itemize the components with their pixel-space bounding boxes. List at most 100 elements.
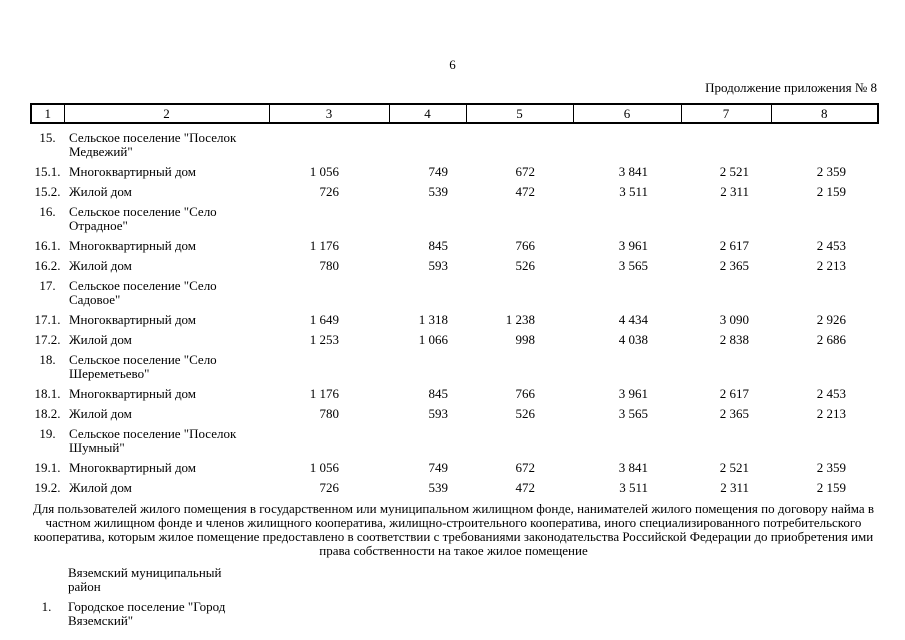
row-value-cell	[269, 276, 389, 310]
row-value-cell: 2 453	[816, 238, 846, 253]
row-value-cell: 749	[428, 164, 449, 179]
row-value-cell	[466, 350, 573, 384]
row-value-cell: 3 511	[619, 480, 648, 495]
row-name-cell: Многоквартирный дом	[69, 460, 197, 475]
row-value-cell	[681, 350, 771, 384]
row-value-cell: 2 159	[816, 184, 846, 199]
row-value-cell	[573, 424, 681, 458]
row-value-cell: 3 511	[619, 184, 648, 199]
row-value-cell	[771, 123, 878, 162]
row-number-cell: 16.2.	[34, 258, 61, 273]
row-value-cell	[771, 276, 878, 310]
row-number-cell: 18.1.	[34, 386, 61, 401]
row-value-cell	[269, 424, 389, 458]
table-row: 18. Сельское поселение "Село Шереметьево"	[31, 350, 878, 384]
row-value-cell: 780	[319, 406, 340, 421]
row-value-cell	[771, 350, 878, 384]
row-value-cell: 780	[319, 258, 340, 273]
table-row: 15.2. Жилой дом 726 539 472 3 511 2 311 2 159	[31, 182, 878, 202]
row-value-cell: 2 359	[816, 164, 846, 179]
district-name: Вяземский муниципальный район	[68, 565, 222, 594]
page-number: 6	[449, 57, 456, 72]
row-value-cell: 845	[428, 386, 449, 401]
row-value-cell	[389, 276, 466, 310]
row-value-cell: 2 617	[719, 386, 749, 401]
row-value-cell: 539	[428, 184, 449, 199]
row-value-cell: 2 159	[816, 480, 846, 495]
row-value-cell: 845	[428, 238, 449, 253]
table-row: 18.2. Жилой дом 780 593 526 3 565 2 365 2 213	[31, 404, 878, 424]
column-header-3: 3	[268, 103, 390, 124]
row-value-cell	[681, 202, 771, 236]
row-value-cell: 2 213	[816, 406, 846, 421]
row-value-cell: 3 090	[719, 312, 749, 327]
row-value-cell: 2 686	[816, 332, 846, 347]
row-value-cell: 2 838	[719, 332, 749, 347]
row-value-cell: 1 649	[309, 312, 339, 327]
row-value-cell	[389, 350, 466, 384]
table-row: 19. Сельское поселение "Поселок Шумный"	[31, 424, 878, 458]
row-value-cell	[573, 350, 681, 384]
column-header-7: 7	[680, 103, 772, 124]
row-number-cell: 16.	[39, 204, 56, 219]
tariff-table: 1 2 3 4 5 6 7 8 15. Сельское поселение "П…	[30, 103, 879, 498]
row-value-cell	[573, 202, 681, 236]
row-value-cell: 3 565	[618, 406, 648, 421]
row-value-cell: 2 365	[719, 258, 749, 273]
row-number-cell: 15.	[39, 130, 56, 145]
table-row: 16. Сельское поселение "Село Отрадное"	[31, 202, 878, 236]
row-name-cell: Жилой дом	[69, 332, 132, 347]
row-value-cell: 593	[428, 258, 449, 273]
row-value-cell	[466, 424, 573, 458]
row-value-cell: 3 841	[618, 460, 648, 475]
table-header-row: 1 2 3 4 5 6 7 8	[30, 103, 879, 124]
row-value-cell: 2 617	[719, 238, 749, 253]
table-row: 17.1. Многоквартирный дом 1 649 1 318 1 238 4…	[31, 310, 878, 330]
row-value-cell: 2 521	[719, 460, 749, 475]
row-value-cell	[681, 424, 771, 458]
row-value-cell: 1 056	[309, 164, 339, 179]
row-name-cell: Жилой дом	[69, 480, 132, 495]
note-paragraph: Для пользователей жилого помещения в гос…	[32, 501, 875, 558]
row-name-cell: Многоквартирный дом	[69, 238, 197, 253]
row-value-cell: 3 961	[618, 386, 648, 401]
row-value-cell	[389, 202, 466, 236]
column-header-4: 4	[388, 103, 467, 124]
row-name-cell: Жилой дом	[69, 184, 132, 199]
row-name-cell: Жилой дом	[69, 406, 132, 421]
row-value-cell: 1 176	[309, 386, 339, 401]
table-row: 17.2. Жилой дом 1 253 1 066 998 4 038 2 838 2 6…	[31, 330, 878, 350]
column-header-6: 6	[572, 103, 682, 124]
row-value-cell	[466, 276, 573, 310]
row-value-cell: 766	[515, 386, 536, 401]
row-value-cell: 3 565	[618, 258, 648, 273]
list-item: Вяземский муниципальный район	[30, 566, 877, 594]
column-header-8: 8	[770, 103, 879, 124]
row-value-cell: 2 213	[816, 258, 846, 273]
row-number-cell: 18.2.	[34, 406, 61, 421]
table-row: 15.1. Многоквартирный дом 1 056 749 672 3 841…	[31, 162, 878, 182]
row-name-cell: Сельское поселение "Поселок Шумный"	[69, 426, 237, 455]
column-header-2: 2	[63, 103, 270, 124]
row-value-cell: 672	[515, 460, 536, 475]
row-name-cell: Сельское поселение "Село Отрадное"	[69, 204, 217, 233]
table-row: 16.1. Многоквартирный дом 1 176 845 766 3 961…	[31, 236, 878, 256]
row-value-cell: 749	[428, 460, 449, 475]
row-number-cell: 17.1.	[34, 312, 61, 327]
row-value-cell: 1 238	[505, 312, 535, 327]
column-header-5: 5	[465, 103, 574, 124]
row-value-cell: 526	[515, 258, 536, 273]
row-value-cell: 2 521	[719, 164, 749, 179]
column-header-1: 1	[30, 103, 65, 124]
row-name-cell: Сельское поселение "Село Шереметьево"	[69, 352, 217, 381]
table-row: 17. Сельское поселение "Село Садовое"	[31, 276, 878, 310]
settlement-name: Городское поселение "Город Вяземский"	[68, 599, 226, 628]
row-value-cell	[681, 276, 771, 310]
row-value-cell: 539	[428, 480, 449, 495]
row-value-cell: 1 253	[309, 332, 339, 347]
row-number-cell: 19.2.	[34, 480, 61, 495]
row-number-cell: 19.	[39, 426, 56, 441]
row-value-cell	[389, 123, 466, 162]
row-value-cell: 472	[515, 480, 536, 495]
